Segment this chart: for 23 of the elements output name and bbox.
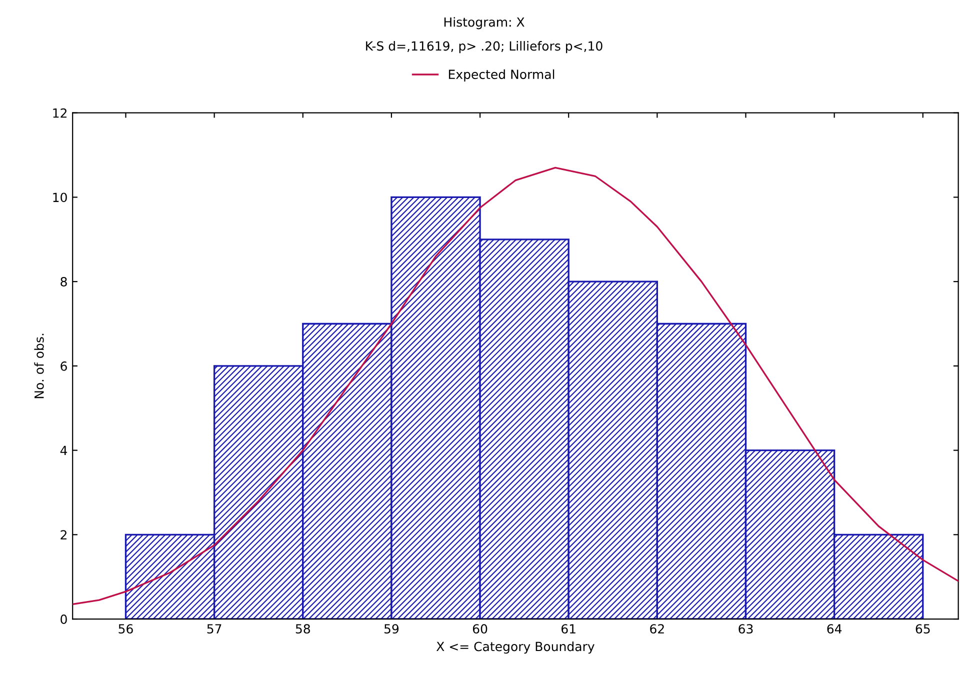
chart-title: Histogram: X [444, 17, 524, 30]
x-tick-label: 64 [827, 624, 842, 634]
y-tick-label: 6 [60, 361, 67, 371]
y-tick-label: 8 [60, 277, 67, 287]
x-tick-label: 65 [916, 624, 930, 634]
x-tick-label: 58 [296, 624, 310, 634]
y-tick-label: 2 [60, 530, 66, 540]
legend-label: Expected Normal [448, 69, 554, 82]
x-tick-label: 59 [384, 624, 399, 634]
y-tick-label: 0 [60, 614, 67, 624]
y-tick-label: 4 [60, 446, 68, 456]
x-tick-label: 62 [650, 624, 664, 634]
x-tick-label: 61 [562, 624, 576, 634]
x-tick-label: 56 [118, 624, 133, 634]
x-tick-label: 63 [738, 624, 753, 634]
chart-subtitle: K-S d=,11619, p> .20; Lilliefors p<,10 [366, 41, 602, 54]
x-tick-label: 57 [207, 624, 222, 634]
y-tick-label: 10 [53, 192, 67, 202]
line-series [72, 166, 958, 606]
y-axis-title: No. of obs. [34, 334, 44, 398]
x-tick-label: 60 [472, 624, 488, 634]
y-tick-label: 12 [53, 108, 66, 118]
x-axis-title: X <= Category Boundary [436, 642, 594, 654]
